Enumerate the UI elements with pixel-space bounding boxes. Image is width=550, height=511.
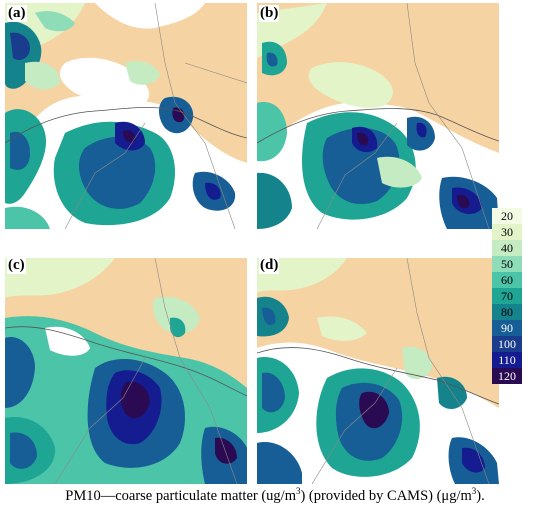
panel-label-a: (a) [7, 5, 27, 22]
caption-mid: ) (provided by CAMS) (μg/m [300, 487, 472, 504]
map-d [257, 258, 499, 484]
legend-level-80: 80 [492, 304, 522, 320]
map-c [5, 258, 247, 484]
legend-level-50: 50 [492, 256, 522, 272]
legend-level-30: 30 [492, 224, 522, 240]
caption-main: PM10—coarse particulate matter (ug/m [65, 487, 296, 504]
legend-level-40: 40 [492, 240, 522, 256]
legend-level-100: 100 [492, 336, 522, 352]
legend-level-120: 120 [492, 368, 522, 384]
panel-label-d: (d) [259, 258, 280, 274]
panel-label-b: (b) [259, 5, 280, 22]
panel-label-c: (c) [7, 258, 26, 274]
legend-level-70: 70 [492, 288, 522, 304]
map-panel-c: (c) [5, 258, 247, 484]
map-panel-b: (b) [257, 3, 499, 229]
map-b [257, 3, 499, 229]
caption-end: ). [476, 487, 485, 504]
legend-level-90: 90 [492, 320, 522, 336]
map-panel-a: (a) [5, 3, 247, 229]
figure-caption: PM10—coarse particulate matter (ug/m3) (… [0, 486, 550, 505]
legend-level-110: 110 [492, 352, 522, 368]
map-panel-d: (d) [257, 258, 499, 484]
legend-level-20: 20 [492, 208, 522, 224]
legend-level-60: 60 [492, 272, 522, 288]
caption-sup-2: 3 [471, 486, 477, 496]
map-a [5, 3, 247, 229]
caption-sup-1: 3 [295, 486, 301, 496]
